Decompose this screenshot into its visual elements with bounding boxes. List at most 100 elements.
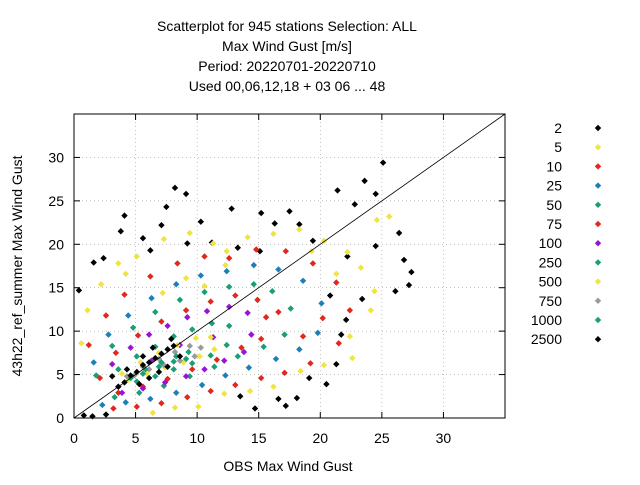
data-point — [142, 366, 149, 373]
data-point — [281, 331, 288, 338]
data-point — [207, 387, 214, 395]
data-point — [123, 366, 131, 373]
data-point — [400, 256, 408, 264]
data-point — [139, 235, 147, 242]
legend-label: 500 — [539, 274, 563, 290]
axis-ticks — [73, 114, 505, 419]
data-point — [405, 281, 413, 289]
data-point — [182, 373, 190, 380]
data-point — [110, 405, 117, 412]
data-point — [221, 390, 228, 397]
data-point — [326, 292, 334, 299]
data-point — [306, 374, 313, 382]
data-point — [133, 253, 141, 260]
data-point — [164, 322, 171, 330]
data-point — [158, 350, 165, 357]
data-point — [248, 331, 255, 338]
data-point — [286, 208, 293, 215]
data-point — [223, 341, 230, 349]
title-line-3: Period: 20220701-20220710 — [198, 58, 376, 74]
data-point — [118, 370, 126, 377]
data-point — [133, 353, 141, 360]
legend-label: 2 — [554, 120, 562, 136]
y-tick-labels: 0 5 10 15 20 25 30 — [48, 149, 64, 426]
data-point — [232, 381, 239, 389]
data-point — [234, 244, 241, 251]
legend-label: 1000 — [531, 312, 562, 328]
data-point — [182, 274, 190, 282]
data-point — [257, 209, 265, 217]
data-point — [320, 237, 328, 245]
data-point — [357, 264, 365, 271]
data-point — [105, 331, 112, 338]
plot-frame — [73, 113, 506, 419]
data-point — [174, 260, 181, 267]
data-point — [147, 395, 154, 403]
data-point — [161, 379, 169, 386]
data-point — [270, 230, 277, 238]
data-point — [102, 411, 110, 418]
data-point — [136, 380, 143, 388]
data-point — [342, 316, 350, 324]
legend-marker — [594, 182, 602, 189]
data-point — [147, 247, 154, 254]
data-point — [201, 282, 208, 290]
data-point — [189, 360, 196, 367]
data-point — [186, 373, 193, 380]
legend-marker — [594, 278, 602, 285]
data-point — [225, 322, 233, 330]
data-point — [184, 240, 191, 247]
title-line-4: Used 00,06,12,18 + 03 06 ... 48 — [189, 78, 386, 94]
y-tick-label: 0 — [56, 410, 64, 426]
data-point — [371, 287, 378, 295]
data-point — [260, 343, 267, 350]
data-point — [297, 367, 304, 375]
data-point — [372, 190, 379, 198]
data-point — [173, 389, 180, 397]
data-point — [197, 344, 205, 351]
data-point — [139, 385, 147, 392]
data-point — [133, 378, 141, 385]
data-point — [201, 288, 208, 296]
data-point — [314, 329, 322, 337]
data-point — [189, 326, 196, 333]
legend-marker — [594, 316, 602, 324]
data-point — [309, 237, 317, 245]
data-point — [99, 401, 106, 409]
data-point — [307, 360, 314, 367]
data-point — [392, 287, 399, 295]
data-point — [379, 159, 387, 166]
data-point — [211, 363, 218, 370]
legend-label: 75 — [546, 216, 562, 232]
data-point — [184, 393, 191, 401]
data-point — [108, 360, 116, 368]
data-point — [275, 266, 282, 273]
x-axis-label: OBS Max Wind Gust — [223, 458, 352, 474]
data-point — [344, 248, 351, 256]
data-point — [272, 355, 280, 363]
x-tick-label: 15 — [251, 430, 267, 446]
data-point — [84, 307, 91, 314]
data-point — [367, 307, 374, 314]
data-point — [129, 324, 137, 331]
data-point — [225, 303, 233, 311]
chart-title: Scatterplot for 945 stations Selection: … — [157, 18, 417, 94]
data-point — [80, 412, 88, 419]
data-point — [85, 341, 92, 349]
series-25 — [90, 261, 325, 409]
legend-marker — [594, 259, 602, 266]
data-point — [158, 359, 165, 366]
x-tick-label: 30 — [436, 430, 452, 446]
data-point — [299, 277, 307, 284]
data-point — [250, 261, 257, 269]
data-point — [115, 389, 122, 397]
data-point — [207, 298, 214, 305]
data-point — [281, 369, 288, 377]
legend-label: 250 — [539, 254, 563, 270]
data-point — [78, 340, 85, 347]
data-point — [251, 405, 259, 412]
data-point — [184, 314, 191, 321]
data-point — [318, 300, 325, 307]
data-point — [240, 348, 248, 356]
